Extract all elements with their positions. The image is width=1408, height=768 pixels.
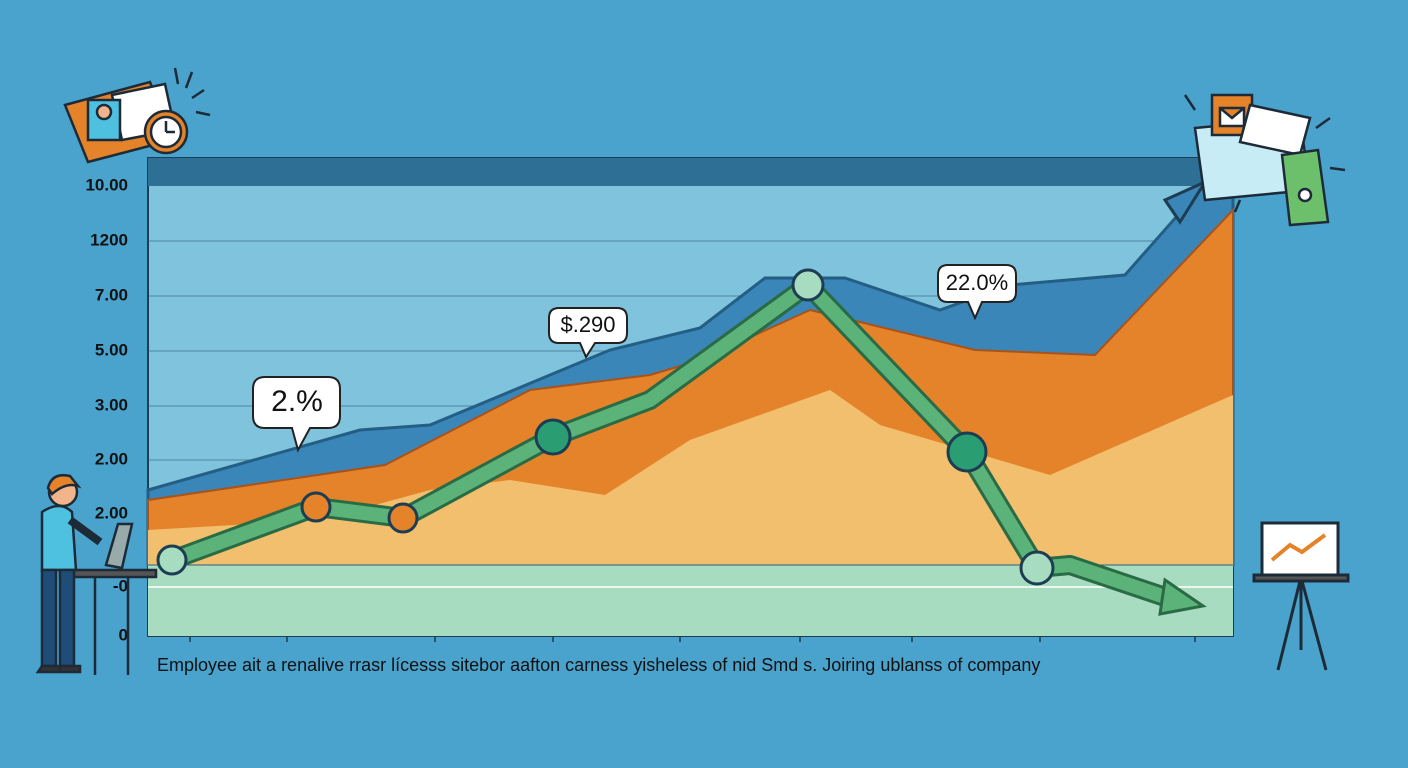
- markers: [156, 268, 1055, 586]
- y-label: 0: [119, 625, 128, 644]
- y-label: 2.00: [95, 449, 128, 468]
- person-icon: [35, 474, 158, 675]
- y-label: -0: [113, 576, 128, 595]
- y-label: 2.00: [95, 503, 128, 522]
- y-label: 3.00: [95, 395, 128, 414]
- blue-arrow: [1162, 178, 1209, 225]
- callout-shapes: [252, 264, 1017, 453]
- y-label: 1200: [90, 230, 128, 249]
- y-label: 10.00: [85, 175, 128, 194]
- y-label: 5.00: [95, 340, 128, 359]
- card-icon: [63, 67, 211, 164]
- x-ticks: [189, 636, 1196, 642]
- caption: Employee ait a renalive rrasr lícesss si…: [157, 655, 1040, 675]
- callout: 2.%: [271, 385, 323, 418]
- documents-icon: [1183, 93, 1346, 227]
- y-labels: 10.00 1200 7.00 5.00 3.00 2.00 2.00 -0 0: [85, 175, 128, 644]
- bottom-band: [148, 565, 1233, 636]
- green-arrow: [1158, 577, 1207, 616]
- callout: $.290: [560, 312, 615, 337]
- y-label: 7.00: [95, 285, 128, 304]
- callout: 22.0%: [946, 270, 1008, 295]
- light-orange-area: [148, 390, 1233, 565]
- top-band: [148, 158, 1233, 186]
- easel-icon: [1252, 521, 1350, 671]
